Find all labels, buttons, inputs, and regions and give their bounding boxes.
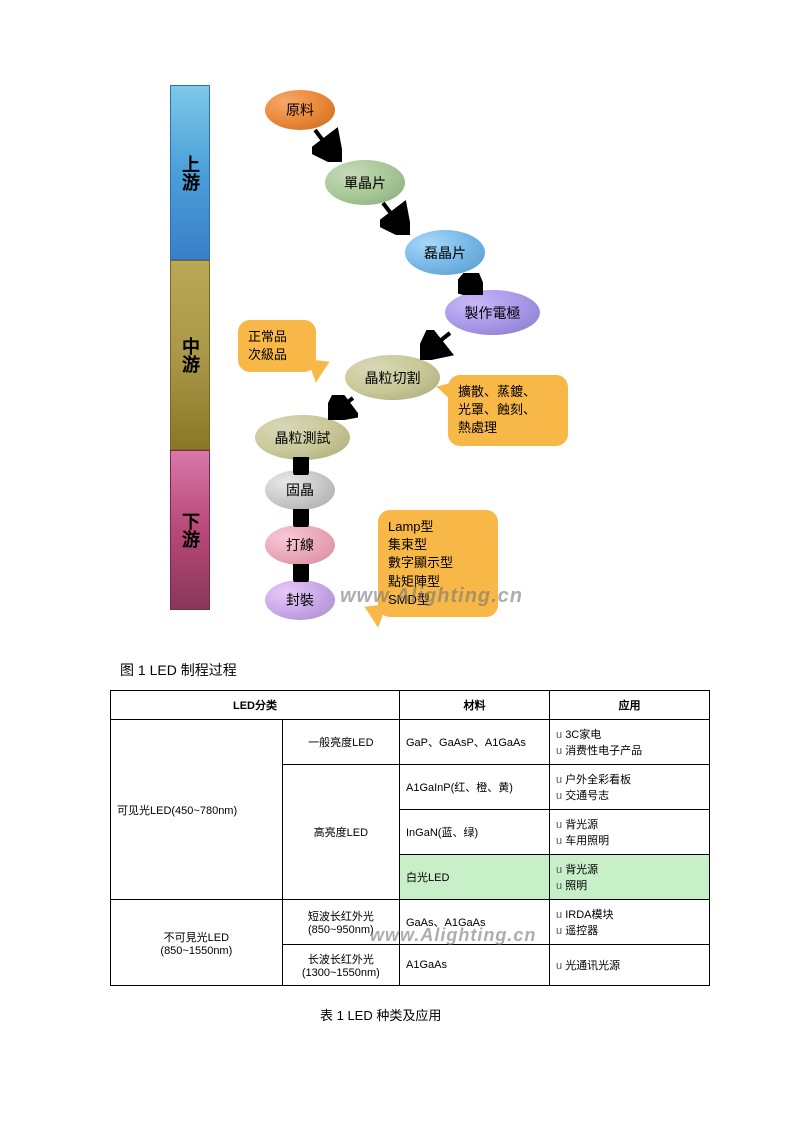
node-package: 封裝 [265,580,335,620]
arrow-icon [328,395,358,420]
callout-line: 擴散、蒸鍍、 [458,383,558,401]
app-item: IRDA模块 [556,906,703,922]
arrow-icon [293,564,309,582]
node-die-test: 晶粒測試 [255,415,350,460]
callout-line: Lamp型 [388,518,488,536]
cfather: 不可見光LED [164,932,229,944]
cell-sub-line: (1300~1550nm) [302,967,380,979]
node-dicing: 晶粒切割 [345,355,440,400]
cell-sub: 高亮度LED [282,765,399,900]
stage-downstream: 下游 [170,450,210,610]
led-classification-table: LED分类 材料 应用 可见光LED(450~780nm) 一般亮度LED Ga… [110,690,710,986]
arrow-icon [293,509,309,527]
callout-line: 正常品 [248,328,306,346]
arrow-icon [312,127,342,162]
node-wire-bond: 打線 [265,525,335,565]
cell-apps: 背光源车用照明 [550,810,710,855]
app-item: 光通讯光源 [556,957,703,973]
cell-apps: 背光源照明 [550,855,710,900]
cell-material: A1GaInP(红、橙、黄) [400,765,550,810]
cell-sub-line: 短波长红外光 [308,911,374,923]
node-die-attach: 固晶 [265,470,335,510]
node-raw-material: 原料 [265,90,335,130]
callout-line: 熱處理 [458,419,558,437]
cell-apps: IRDA模块遥控器 [550,900,710,945]
stage-upstream: 上游 [170,85,210,260]
cell-sub-line: (850~950nm) [308,924,374,936]
arrow-icon [420,330,455,360]
app-item: 照明 [556,877,703,893]
table-caption: 表 1 LED 种类及应用 [320,1005,441,1024]
th-application: 应用 [550,691,710,720]
callout-line: 光罩、蝕刻、 [458,401,558,419]
cell-material: 白光LED [400,855,550,900]
cell-sub: 一般亮度LED [282,720,399,765]
watermark: www.Alighting.cn [370,925,536,946]
arrow-icon [380,200,410,235]
watermark: www.Alighting.cn [340,585,523,608]
app-item: 3C家电 [556,726,703,742]
app-item: 车用照明 [556,832,703,848]
cell-material: GaP、GaAsP、A1GaAs [400,720,550,765]
figure-caption: 图 1 LED 制程过程 [120,660,237,680]
arrow-icon [293,457,309,475]
node-single-wafer: 單晶片 [325,160,405,205]
app-item: 背光源 [556,816,703,832]
cell-category: 可见光LED(450~780nm) [111,720,283,900]
cell-sub-line: 长波长红外光 [308,954,374,966]
callout-line: 次級品 [248,346,306,364]
cell-sub: 长波长红外光(1300~1550nm) [282,945,399,986]
cell-apps: 3C家电消费性电子产品 [550,720,710,765]
th-category: LED分类 [111,691,400,720]
callout-line: 集束型 [388,536,488,554]
cell-category: 不可見光LED(850~1550nm) [111,900,283,986]
cell-apps: 光通讯光源 [550,945,710,986]
app-item: 背光源 [556,861,703,877]
th-material: 材料 [400,691,550,720]
stage-midstream: 中游 [170,260,210,450]
callout-process: 擴散、蒸鍍、 光罩、蝕刻、 熱處理 [448,375,568,446]
node-epi-wafer: 磊晶片 [405,230,485,275]
app-item: 户外全彩看板 [556,771,703,787]
arrow-icon [458,273,483,295]
node-electrode: 製作電極 [445,290,540,335]
led-flowchart: 上游 中游 下游 原料 單晶片 磊晶片 製作電極 晶粒切割 晶粒測試 固晶 打線… [170,85,650,615]
callout-line: 數字顯示型 [388,554,488,572]
app-item: 交通号志 [556,787,703,803]
app-item: 遥控器 [556,922,703,938]
cell-material: A1GaAs [400,945,550,986]
callout-quality: 正常品 次級品 [238,320,316,372]
table-row: 可见光LED(450~780nm) 一般亮度LED GaP、GaAsP、A1Ga… [111,720,710,765]
app-item: 消费性电子产品 [556,742,703,758]
cell-sub-line: (850~1550nm) [160,945,232,957]
cell-apps: 户外全彩看板交通号志 [550,765,710,810]
cell-material: InGaN(蓝、绿) [400,810,550,855]
